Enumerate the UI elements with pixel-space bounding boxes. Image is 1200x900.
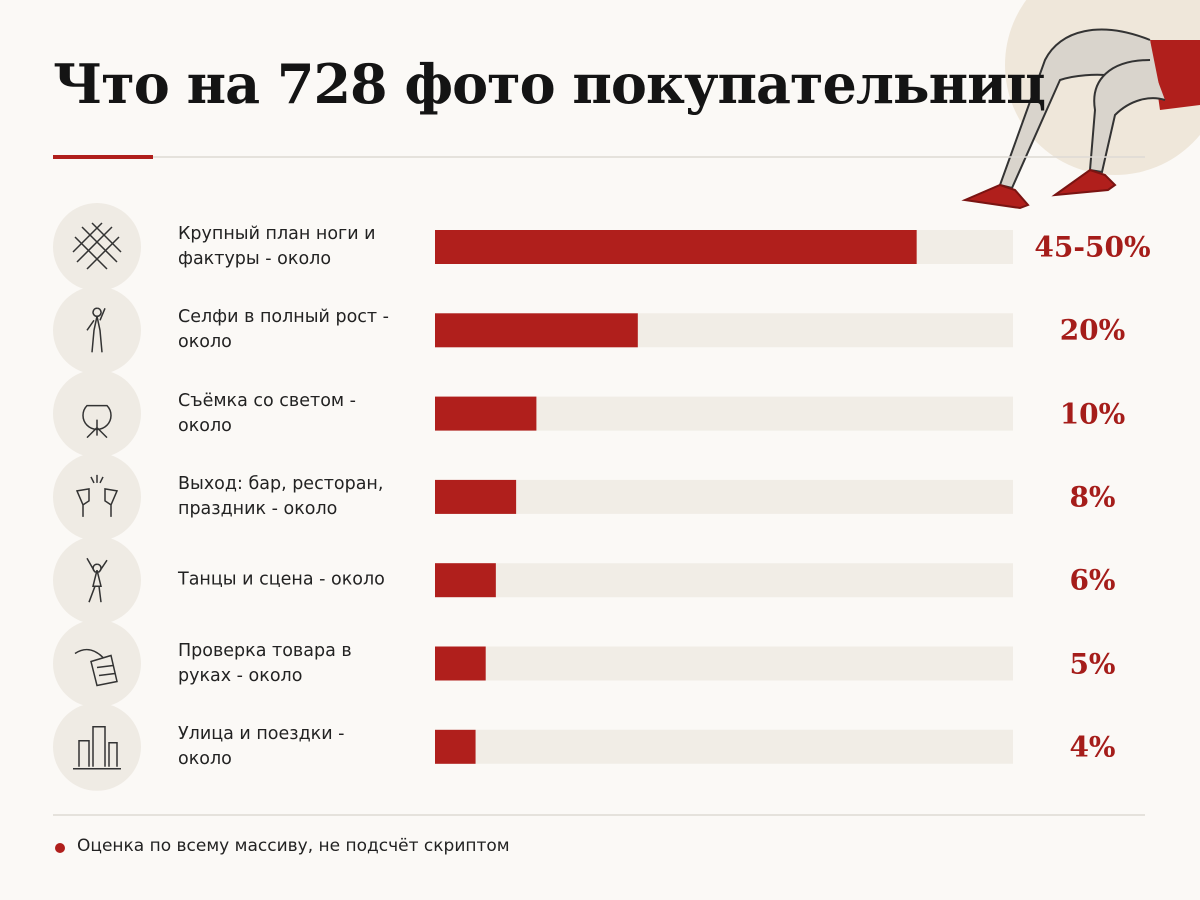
category-label: Селфи в полный рост - около <box>178 307 389 353</box>
bar-track <box>435 729 1013 764</box>
category-icon <box>82 404 112 439</box>
category-label: Крупный план ноги и фактуры - около <box>178 224 376 269</box>
note-bullet <box>55 843 65 853</box>
bar <box>435 646 486 681</box>
category-label: Проверка товара в руках - около <box>178 640 352 686</box>
value-label: 6% <box>1069 563 1116 597</box>
legs-illustration <box>961 28 1200 210</box>
category-icon <box>73 726 121 770</box>
category-icon <box>86 307 106 353</box>
value-label: 20% <box>1059 313 1126 347</box>
bar-track <box>435 646 1013 681</box>
bar <box>435 396 537 431</box>
category-label: Танцы и сцена - около <box>178 569 385 590</box>
bar <box>435 230 917 264</box>
category-icon-bg <box>53 203 141 291</box>
category-label: Выход: бар, ресторан, праздник - около <box>178 473 384 519</box>
category-label: Съёмка со светом - около <box>178 390 356 436</box>
category-icon <box>75 474 119 517</box>
category-icon <box>74 648 118 687</box>
category-icon-bg <box>53 286 141 375</box>
footnote: Оценка по всему массиву, не подсчёт скри… <box>77 836 510 856</box>
chart-title: Что на 728 фото покупательниц <box>53 52 1046 116</box>
category-icon-bg <box>53 452 141 541</box>
bar <box>435 479 517 514</box>
category-icon-bg <box>53 702 141 791</box>
title-accent <box>53 155 153 159</box>
category-icon-bg <box>53 536 141 625</box>
category-label: Улица и поездки - около <box>178 723 345 769</box>
value-label: 45-50% <box>1034 230 1151 264</box>
category-icon <box>86 557 108 603</box>
bar <box>435 729 476 764</box>
value-label: 10% <box>1059 397 1126 431</box>
bar <box>435 563 496 598</box>
category-icon-bg <box>53 619 141 708</box>
value-label: 8% <box>1069 480 1116 514</box>
category-icon-bg <box>53 369 141 458</box>
value-label: 4% <box>1069 730 1116 764</box>
value-label: 5% <box>1069 647 1116 680</box>
bar-track <box>435 563 1013 598</box>
bar <box>435 313 638 348</box>
category-icon <box>72 222 122 270</box>
bar-track <box>435 479 1013 514</box>
